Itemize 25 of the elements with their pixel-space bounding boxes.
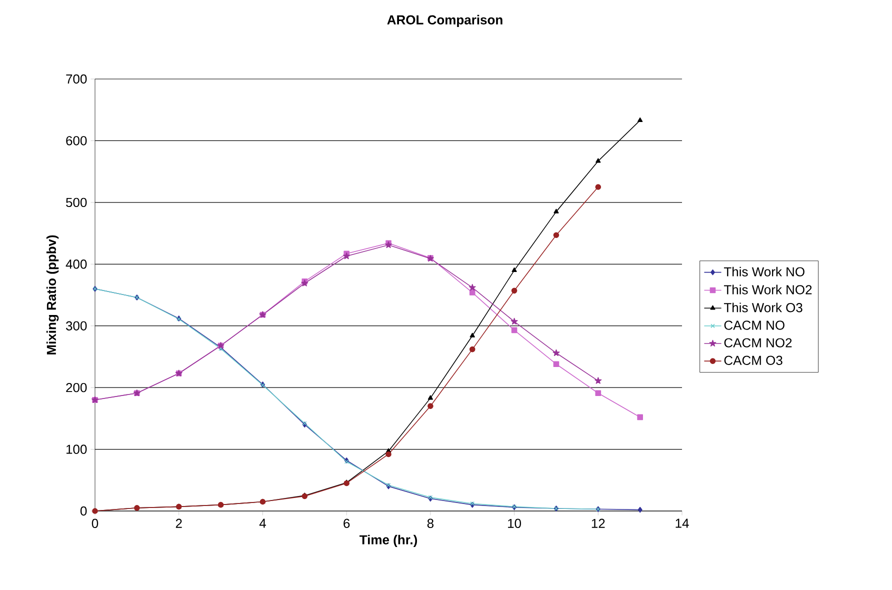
x-tick-label: 14 — [676, 518, 689, 528]
x-tick-label: 4 — [259, 518, 266, 528]
legend-label: CACM NO2 — [724, 338, 792, 348]
legend-label: This Work NO — [724, 266, 804, 276]
x-tick-label: 6 — [344, 518, 350, 528]
legend-label: This Work NO2 — [724, 284, 812, 294]
legend-label: CACM O3 — [724, 356, 782, 365]
x-tick-label: 0 — [92, 518, 98, 528]
y-tick-label: 400 — [66, 260, 87, 269]
legend-label: CACM NO — [724, 320, 784, 330]
x-axis-title: Time (hr.) — [360, 534, 418, 547]
chart-title: AROL Comparison — [387, 14, 502, 28]
x-tick-label: 10 — [508, 518, 522, 528]
y-tick-label: 500 — [66, 198, 87, 208]
x-tick-label: 8 — [427, 518, 434, 528]
legend-label: This Work O3 — [724, 302, 802, 312]
x-tick-label: 2 — [176, 518, 182, 528]
y-tick-label: 700 — [66, 74, 87, 84]
y-axis-title: Mixing Ratio (ppbv) — [46, 235, 59, 354]
y-tick-label: 0 — [80, 506, 87, 516]
y-tick-label: 300 — [66, 321, 87, 330]
x-tick-label: 12 — [592, 518, 605, 528]
y-tick-label: 100 — [66, 444, 87, 454]
y-tick-label: 200 — [66, 382, 87, 392]
y-tick-label: 600 — [66, 136, 87, 146]
